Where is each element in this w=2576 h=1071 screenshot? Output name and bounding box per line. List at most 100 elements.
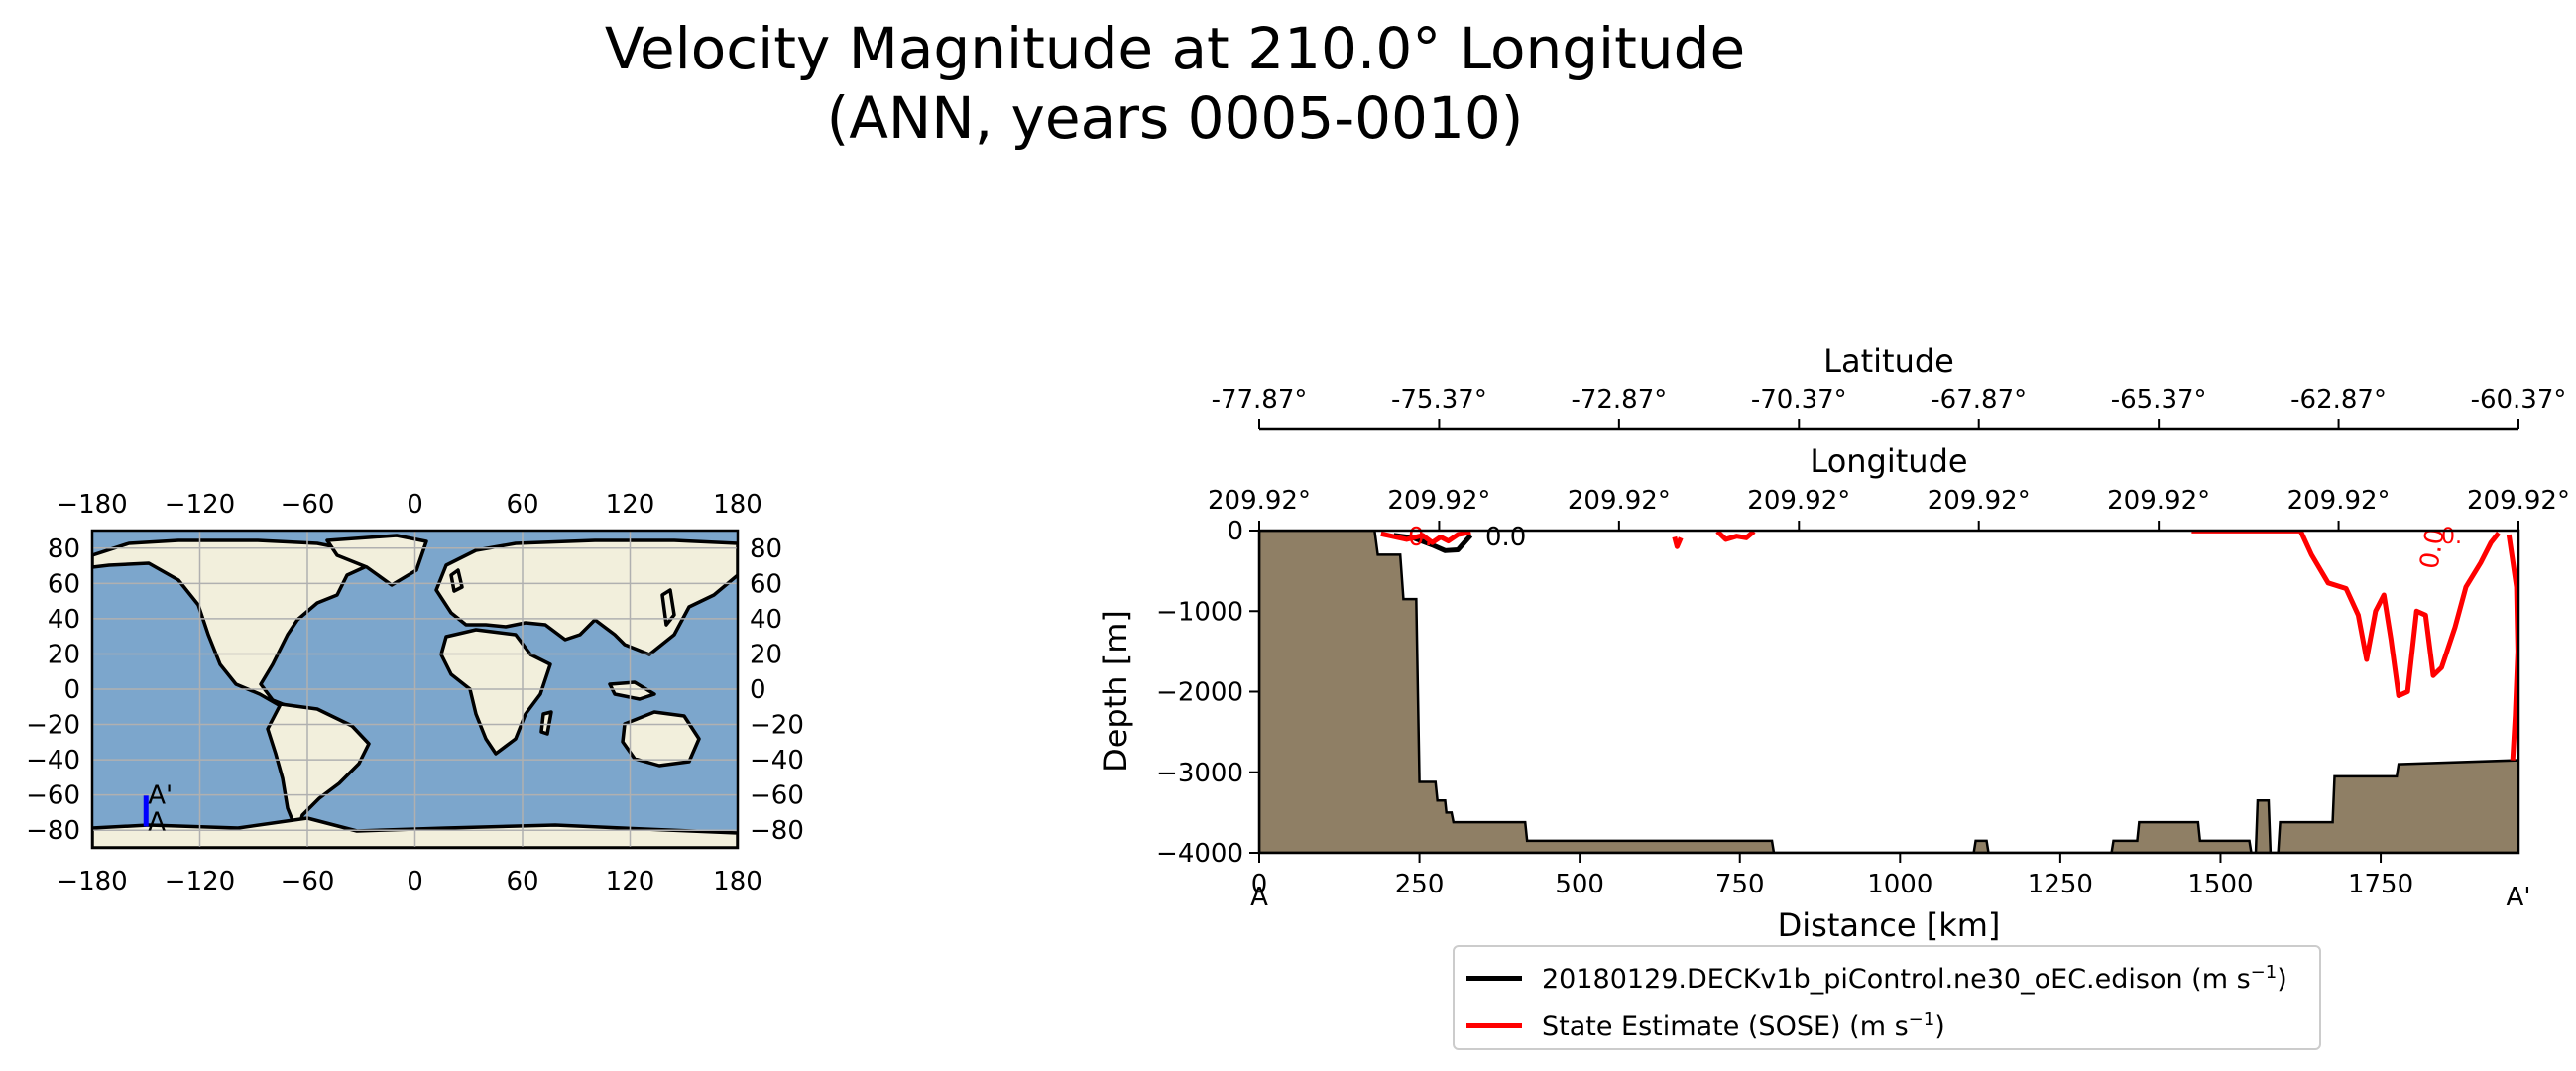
- map-x-tick-top: −120: [165, 490, 235, 520]
- contour-lines: [1380, 531, 2518, 761]
- longitude-tick-label: 209.92°: [1747, 486, 1850, 516]
- figure-title: Velocity Magnitude at 210.0° Longitude (…: [0, 14, 2350, 153]
- contour-label-model: 0.0: [1485, 523, 1526, 552]
- map-x-tick-top: −180: [57, 490, 127, 520]
- map-y-tick-right: −60: [750, 781, 804, 811]
- x-tick-label: 1000: [1867, 870, 1932, 899]
- map-y-tick-left: −40: [26, 746, 80, 775]
- transect-start-label: A: [148, 807, 166, 837]
- latitude-axis: -77.87° -75.37° -72.87° -70.37° -67.87° -65.3…: [1212, 385, 2567, 429]
- map-y-tick-left: −60: [26, 781, 80, 811]
- contour-sose: [1672, 536, 1684, 549]
- latitude-tick-label: -75.37°: [1391, 385, 1487, 415]
- map-y-tick-right: 40: [750, 605, 782, 635]
- contour-label-sose-1: 0.: [1408, 523, 1433, 552]
- map-x-tick-top: 60: [506, 490, 538, 520]
- y-tick-label: −4000: [1156, 839, 1243, 869]
- map-frame: [90, 529, 740, 850]
- y-axis-label: Depth [m]: [1097, 610, 1134, 773]
- y-tick-label: −2000: [1156, 678, 1243, 708]
- longitude-axis: 209.92° 209.92° 209.92° 209.92° 209.92° 209.9…: [1208, 486, 2570, 531]
- legend-label-model: 20180129.DECKv1b_piControl.ne30_oEC.edis…: [1542, 961, 2287, 995]
- map-gridlines: [91, 531, 739, 848]
- map-x-tick-bottom: −180: [57, 867, 127, 896]
- contour-labels: 0.0 0. 0. 0.0: [1408, 523, 2462, 571]
- longitude-axis-label: Longitude: [1810, 442, 1967, 480]
- map-y-tick-right: 0: [750, 675, 766, 705]
- legend-name-sose: State Estimate (SOSE): [1542, 1011, 1841, 1042]
- bathymetry-polygon: [1259, 531, 2518, 853]
- longitude-tick-label: 209.92°: [1208, 486, 1311, 516]
- legend-units-sose: m s: [1859, 1011, 1909, 1042]
- map-y-tick-right: 80: [750, 535, 782, 564]
- map-x-tick-bottom: 60: [506, 867, 538, 896]
- map-y-tick-right: −80: [750, 816, 804, 846]
- transect-end-label: A': [148, 780, 173, 810]
- map-y-tick-left: 20: [48, 640, 80, 669]
- latitude-tick-label: -72.87°: [1571, 385, 1667, 415]
- map-y-tick-right: 20: [750, 640, 782, 669]
- land-south-america: [266, 702, 371, 835]
- legend: 20180129.DECKv1b_piControl.ne30_oEC.edis…: [1453, 945, 2321, 1050]
- legend-item-sose: State Estimate (SOSE) (m s−1): [1466, 1003, 1945, 1048]
- x-axis-label: Distance [km]: [1778, 906, 2001, 944]
- land-japan: [660, 588, 676, 627]
- map-y-tick-left: −20: [26, 711, 80, 741]
- map-x-tick-top: 0: [407, 490, 423, 520]
- map-x-tick-top: −60: [281, 490, 335, 520]
- land-australia: [621, 710, 701, 768]
- latitude-tick-label: -65.37°: [2111, 385, 2207, 415]
- longitude-tick-label: 209.92°: [2467, 486, 2570, 516]
- contour-sose: [1380, 531, 1471, 545]
- longitude-tick-label: 209.92°: [2107, 486, 2210, 516]
- map-y-tick-right: −40: [750, 746, 804, 775]
- map-y-tick-left: 0: [63, 675, 80, 705]
- map-x-tick-bottom: −120: [165, 867, 235, 896]
- legend-swatch-model: [1466, 975, 1522, 981]
- title-line-1: Velocity Magnitude at 210.0° Longitude: [604, 15, 1746, 82]
- title-line-2: (ANN, years 0005-0010): [826, 84, 1524, 152]
- y-tick-label: −1000: [1156, 597, 1243, 627]
- legend-units-model: m s: [2201, 963, 2251, 995]
- map-y-tick-left: −80: [26, 816, 80, 846]
- y-tick-label: 0: [1227, 517, 1243, 546]
- x-tick-label: 500: [1555, 870, 1604, 899]
- latitude-tick-label: -62.87°: [2290, 385, 2387, 415]
- latitude-axis-label: Latitude: [1823, 342, 1954, 380]
- legend-swatch-sose: [1466, 1022, 1522, 1028]
- land-eurasia: [434, 538, 738, 656]
- longitude-tick-label: 209.92°: [1568, 486, 1671, 516]
- map-x-tick-bottom: 120: [606, 867, 655, 896]
- longitude-tick-label: 209.92°: [2287, 486, 2391, 516]
- map-x-tick-top: 180: [713, 490, 762, 520]
- legend-label-sose: State Estimate (SOSE) (m s−1): [1542, 1009, 1945, 1042]
- legend-item-model: 20180129.DECKv1b_piControl.ne30_oEC.edis…: [1466, 955, 2287, 1001]
- longitude-tick-label: 209.92°: [1387, 486, 1490, 516]
- map-x-tick-top: 120: [606, 490, 655, 520]
- x-tick-label: 750: [1715, 870, 1765, 899]
- legend-name-model: 20180129.DECKv1b_piControl.ne30_oEC.edis…: [1542, 963, 2183, 995]
- x-tick-label: 250: [1395, 870, 1445, 899]
- legend-exponent-model: −1: [2250, 961, 2278, 983]
- map-y-tick-left: 40: [48, 605, 80, 635]
- legend-exponent-sose: −1: [1908, 1009, 1935, 1030]
- section-plot: 0.0 0. 0. 0.0 0 250 500 750 1000 1250 1500 1750…: [1097, 342, 2570, 944]
- x-tick-label: 1500: [2187, 870, 2253, 899]
- map-ticks: −180 −180 −120 −120 −60 −60 0 0 60 60 120 120 180 180…: [26, 490, 804, 896]
- map-x-tick-bottom: −60: [281, 867, 335, 896]
- land-uk: [449, 568, 464, 593]
- section-background: [1259, 531, 2518, 853]
- map-y-tick-right: −20: [750, 711, 804, 741]
- contour-label-sose-3: 0.0: [2414, 526, 2451, 571]
- x-tick-label: 1750: [2348, 870, 2413, 899]
- map-y-tick-left: 80: [48, 535, 80, 564]
- latitude-tick-label: -60.37°: [2471, 385, 2567, 415]
- section-ticks: 0 250 500 750 1000 1250 1500 1750 0 −1000 −2000 −30…: [1156, 517, 2413, 899]
- x-tick-label: 0: [1251, 870, 1268, 899]
- y-tick-label: −3000: [1156, 759, 1243, 788]
- section-end-label: A': [2507, 883, 2531, 912]
- x-tick-label: 1250: [2028, 870, 2093, 899]
- map-y-tick-right: 60: [750, 569, 782, 599]
- contour-sose: [1715, 531, 1756, 542]
